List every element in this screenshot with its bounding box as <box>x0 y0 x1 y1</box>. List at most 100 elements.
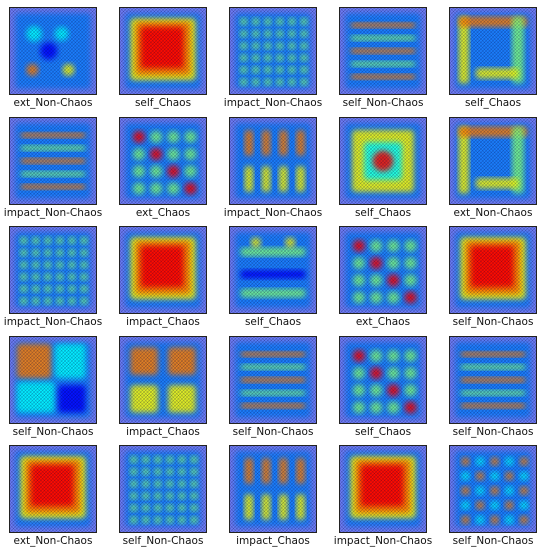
heatmap-svg <box>230 227 316 314</box>
heatmap-image <box>229 335 317 424</box>
heatmap-tile: self_Non-Chaos <box>440 438 550 548</box>
heatmap-svg <box>120 336 206 423</box>
hatch-overlay <box>340 336 426 423</box>
heatmap-caption: ext_Chaos <box>135 206 191 219</box>
heatmap-tile: self_Chaos <box>330 110 440 220</box>
heatmap-caption: self_Non-Chaos <box>342 97 424 109</box>
hatch-overlay <box>10 117 96 204</box>
heatmap-svg <box>450 8 536 94</box>
heatmap-svg <box>230 446 316 533</box>
heatmap-image <box>339 335 427 424</box>
heatmap-caption: ext_Non-Chaos <box>13 535 93 548</box>
heatmap-tile: impact_Non-Chaos <box>220 0 330 110</box>
hatch-overlay <box>10 8 96 94</box>
heatmap-svg <box>10 117 96 204</box>
heatmap-image <box>339 226 427 315</box>
hatch-overlay <box>450 446 536 533</box>
heatmap-caption: self_Chaos <box>134 97 192 109</box>
heatmap-svg <box>340 336 426 423</box>
heatmap-tile: self_Non-Chaos <box>0 329 110 439</box>
heatmap-svg <box>450 117 536 204</box>
heatmap-tile: impact_Non-Chaos <box>0 219 110 329</box>
hatch-overlay <box>10 336 96 423</box>
heatmap-caption: self_Chaos <box>354 206 412 219</box>
heatmap-image <box>229 7 317 95</box>
heatmap-svg <box>120 227 206 314</box>
heatmap-caption: ext_Chaos <box>355 316 411 329</box>
heatmap-caption: impact_Non-Chaos <box>333 535 433 548</box>
heatmap-svg <box>120 117 206 204</box>
heatmap-image <box>9 7 97 95</box>
heatmap-tile: ext_Non-Chaos <box>0 438 110 548</box>
heatmap-tile: self_Non-Chaos <box>440 219 550 329</box>
heatmap-svg <box>10 8 96 94</box>
heatmap-caption: ext_Non-Chaos <box>13 97 93 109</box>
heatmap-caption: impact_Chaos <box>236 535 310 548</box>
hatch-overlay <box>230 117 316 204</box>
heatmap-image <box>229 226 317 315</box>
heatmap-caption: self_Chaos <box>244 316 302 329</box>
heatmap-svg <box>10 227 96 314</box>
heatmap-image <box>449 116 537 205</box>
heatmap-image <box>449 445 537 534</box>
heatmap-caption: impact_Non-Chaos <box>223 206 323 219</box>
heatmap-caption: self_Non-Chaos <box>122 535 204 548</box>
heatmap-tile: impact_Non-Chaos <box>0 110 110 220</box>
hatch-overlay <box>450 8 536 94</box>
heatmap-image <box>9 116 97 205</box>
heatmap-caption: self_Non-Chaos <box>452 535 534 548</box>
heatmap-image <box>119 445 207 534</box>
hatch-overlay <box>230 227 316 314</box>
heatmap-svg <box>340 8 426 94</box>
heatmap-tile: self_Chaos <box>220 219 330 329</box>
heatmap-tile: impact_Non-Chaos <box>330 438 440 548</box>
heatmap-image <box>119 226 207 315</box>
hatch-overlay <box>120 117 206 204</box>
hatch-overlay <box>340 8 426 94</box>
heatmap-svg <box>10 336 96 423</box>
heatmap-image <box>9 335 97 424</box>
hatch-overlay <box>340 446 426 533</box>
heatmap-tile: impact_Chaos <box>110 219 220 329</box>
heatmap-image <box>339 116 427 205</box>
hatch-overlay <box>120 446 206 533</box>
heatmap-tile: impact_Chaos <box>220 438 330 548</box>
heatmap-svg <box>230 8 316 94</box>
heatmap-svg <box>120 8 206 94</box>
heatmap-image <box>339 445 427 534</box>
hatch-overlay <box>10 446 96 533</box>
heatmap-tile: ext_Non-Chaos <box>0 0 110 110</box>
heatmap-tile: self_Non-Chaos <box>110 438 220 548</box>
heatmap-caption: impact_Non-Chaos <box>223 97 323 109</box>
heatmap-caption: ext_Non-Chaos <box>453 206 533 219</box>
hatch-overlay <box>230 8 316 94</box>
heatmap-caption: self_Chaos <box>354 425 412 438</box>
heatmap-image <box>449 7 537 95</box>
hatch-overlay <box>230 336 316 423</box>
heatmap-image <box>229 116 317 205</box>
hatch-overlay <box>120 336 206 423</box>
heatmap-tile: self_Non-Chaos <box>220 329 330 439</box>
heatmap-tile: self_Non-Chaos <box>330 0 440 110</box>
heatmap-svg <box>340 117 426 204</box>
hatch-overlay <box>450 227 536 314</box>
hatch-overlay <box>340 117 426 204</box>
hatch-overlay <box>230 446 316 533</box>
heatmap-svg <box>450 227 536 314</box>
heatmap-image <box>119 116 207 205</box>
heatmap-tile: ext_Chaos <box>110 110 220 220</box>
heatmap-image <box>9 445 97 534</box>
heatmap-svg <box>230 336 316 423</box>
heatmap-image <box>229 445 317 534</box>
heatmap-image <box>339 7 427 95</box>
heatmap-tile: impact_Non-Chaos <box>220 110 330 220</box>
heatmap-tile: impact_Chaos <box>110 329 220 439</box>
heatmap-svg <box>340 446 426 533</box>
heatmap-image <box>449 335 537 424</box>
heatmap-svg <box>120 446 206 533</box>
heatmap-svg <box>450 446 536 533</box>
heatmap-caption: self_Chaos <box>464 97 522 109</box>
heatmap-caption: impact_Chaos <box>126 425 200 438</box>
heatmap-caption: impact_Chaos <box>126 316 200 329</box>
